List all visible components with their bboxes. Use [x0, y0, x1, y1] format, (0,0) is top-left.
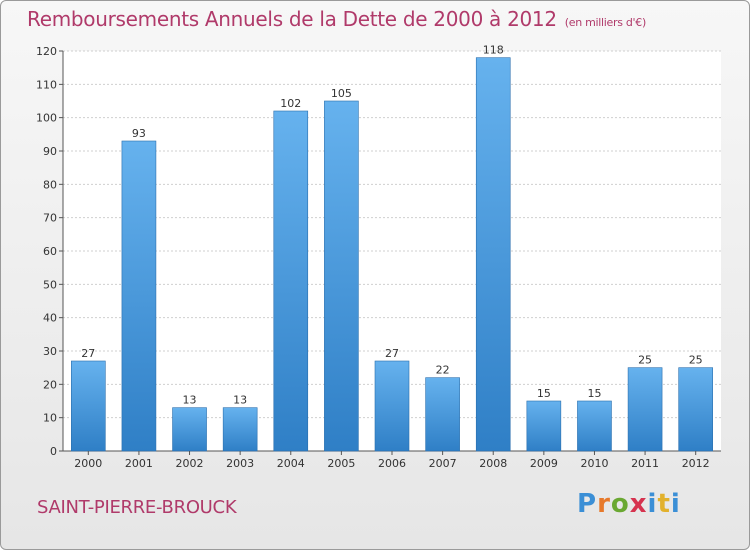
- x-tick-label-2008: 2008: [479, 457, 507, 470]
- chart-title: Remboursements Annuels de la Dette de 20…: [27, 7, 646, 31]
- data-label-2009: 15: [537, 387, 551, 400]
- y-tick-label-80: 80: [43, 178, 57, 191]
- x-tick-label-2001: 2001: [125, 457, 153, 470]
- y-tick-label-100: 100: [36, 112, 57, 125]
- x-tick-label-2005: 2005: [327, 457, 355, 470]
- x-tick-label-2009: 2009: [530, 457, 558, 470]
- x-tick-label-2000: 2000: [74, 457, 102, 470]
- bar-2005: [324, 100, 359, 452]
- data-label-2008: 118: [483, 44, 504, 57]
- y-tick-label-110: 110: [36, 78, 57, 91]
- proxiti-logo: Proxiti: [577, 489, 681, 519]
- bar-2004: [273, 110, 309, 452]
- bar-2012: [678, 367, 713, 452]
- chart-unit-label: (en milliers d'€): [564, 16, 646, 29]
- bar-2001: [121, 140, 157, 452]
- bar-2009: [526, 400, 562, 452]
- y-tick-label-40: 40: [43, 312, 57, 325]
- bar-2010: [577, 400, 612, 452]
- data-label-2007: 22: [436, 364, 450, 377]
- y-tick-label-120: 120: [36, 45, 57, 58]
- bar-2003: [222, 407, 258, 452]
- y-tick-label-60: 60: [43, 245, 57, 258]
- y-tick-label-10: 10: [43, 412, 57, 425]
- data-label-2010: 15: [587, 387, 601, 400]
- bar-2006: [374, 360, 410, 452]
- bar-2007: [425, 377, 460, 452]
- data-label-2001: 93: [132, 127, 146, 140]
- data-label-2003: 13: [233, 394, 247, 407]
- x-tick-label-2003: 2003: [226, 457, 254, 470]
- data-label-2005: 105: [331, 87, 352, 100]
- x-tick-label-2004: 2004: [277, 457, 305, 470]
- y-tick-label-30: 30: [43, 345, 57, 358]
- bar-2000: [71, 360, 106, 452]
- data-label-2011: 25: [638, 354, 652, 367]
- x-tick-label-2012: 2012: [682, 457, 710, 470]
- x-tick-label-2010: 2010: [580, 457, 608, 470]
- x-tick-label-2007: 2007: [429, 457, 457, 470]
- x-tick-label-2002: 2002: [176, 457, 204, 470]
- y-tick-label-70: 70: [43, 212, 57, 225]
- chart-title-text: Remboursements Annuels de la Dette de 20…: [27, 7, 557, 31]
- bar-2002: [172, 407, 207, 452]
- commune-name: SAINT-PIERRE-BROUCK: [37, 497, 237, 518]
- data-label-2000: 27: [81, 347, 95, 360]
- y-tick-label-20: 20: [43, 378, 57, 391]
- y-tick-label-90: 90: [43, 145, 57, 158]
- x-tick-label-2011: 2011: [631, 457, 659, 470]
- data-label-2002: 13: [183, 394, 197, 407]
- data-label-2004: 102: [280, 97, 301, 110]
- data-label-2012: 25: [689, 354, 703, 367]
- y-tick-label-0: 0: [50, 445, 57, 458]
- bar-2008: [475, 57, 511, 452]
- data-label-2006: 27: [385, 347, 399, 360]
- y-tick-label-50: 50: [43, 278, 57, 291]
- x-tick-label-2006: 2006: [378, 457, 406, 470]
- bar-2011: [627, 367, 663, 452]
